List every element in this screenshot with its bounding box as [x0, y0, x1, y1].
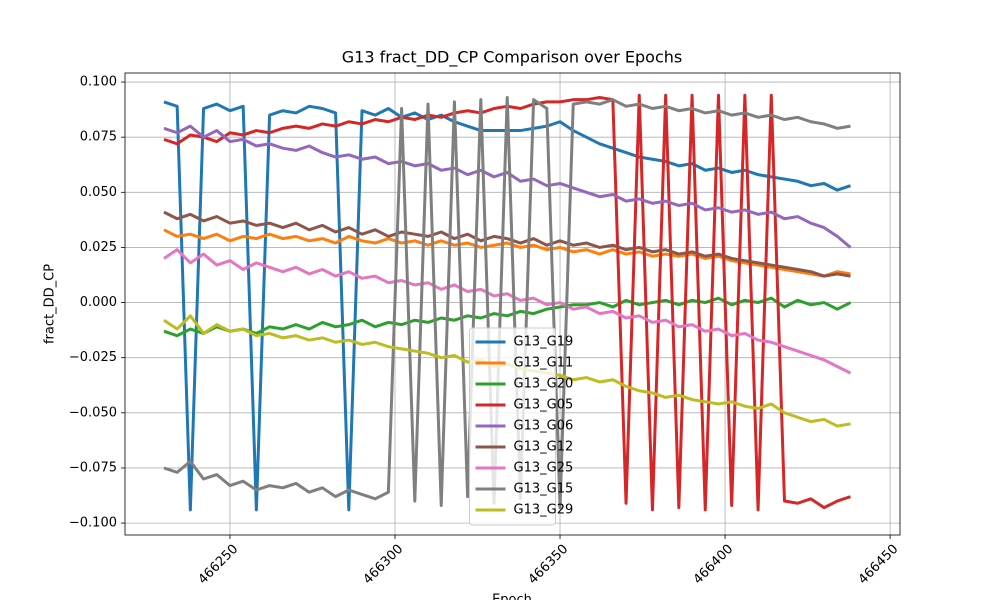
- y-tick-label: −0.075: [69, 460, 117, 475]
- series-line: [163, 248, 852, 375]
- series-line: [163, 124, 852, 249]
- y-tick-label: 0.075: [80, 130, 117, 145]
- x-tick-label: 466350: [526, 542, 572, 588]
- series-line: [163, 228, 851, 278]
- series-line: [163, 210, 851, 278]
- y-tick-label: −0.100: [69, 516, 117, 531]
- legend-label: G13_G06: [514, 419, 574, 434]
- chart-title: G13 fract_DD_CP Comparison over Epochs: [342, 48, 682, 68]
- legend-box: [469, 327, 556, 526]
- legend-label: G13_G11: [514, 356, 574, 371]
- x-tick-label: 466250: [196, 542, 242, 588]
- series-line: [163, 95, 851, 510]
- x-tick-label: 466400: [691, 542, 737, 588]
- y-axis-label: fract_DD_CP: [43, 264, 58, 344]
- legend-label: G13_G29: [514, 503, 574, 518]
- series-line: [163, 296, 852, 338]
- y-tick-label: 0.100: [80, 75, 117, 90]
- x-axis-label: Epoch: [492, 593, 532, 600]
- y-tick-label: −0.025: [69, 350, 117, 365]
- legend-label: G13_G12: [514, 440, 574, 455]
- x-tick-label: 466300: [361, 542, 407, 588]
- plot-frame: [124, 72, 901, 536]
- legend-label: G13_G25: [514, 461, 574, 476]
- legend-label: G13_G19: [514, 335, 574, 350]
- y-tick-label: 0.000: [80, 295, 117, 310]
- y-tick-label: 0.025: [80, 240, 117, 255]
- legend: G13_G19 G13_G11 G13_G20 G13_G05 G13_G06 G13_G…: [469, 327, 574, 526]
- legend-label: G13_G05: [514, 398, 574, 413]
- x-tick-label: 466450: [856, 542, 902, 588]
- legend-label: G13_G15: [514, 482, 574, 497]
- y-tick-label: −0.050: [69, 405, 117, 420]
- legend-label: G13_G20: [514, 377, 574, 392]
- y-tick-label: 0.050: [80, 185, 117, 200]
